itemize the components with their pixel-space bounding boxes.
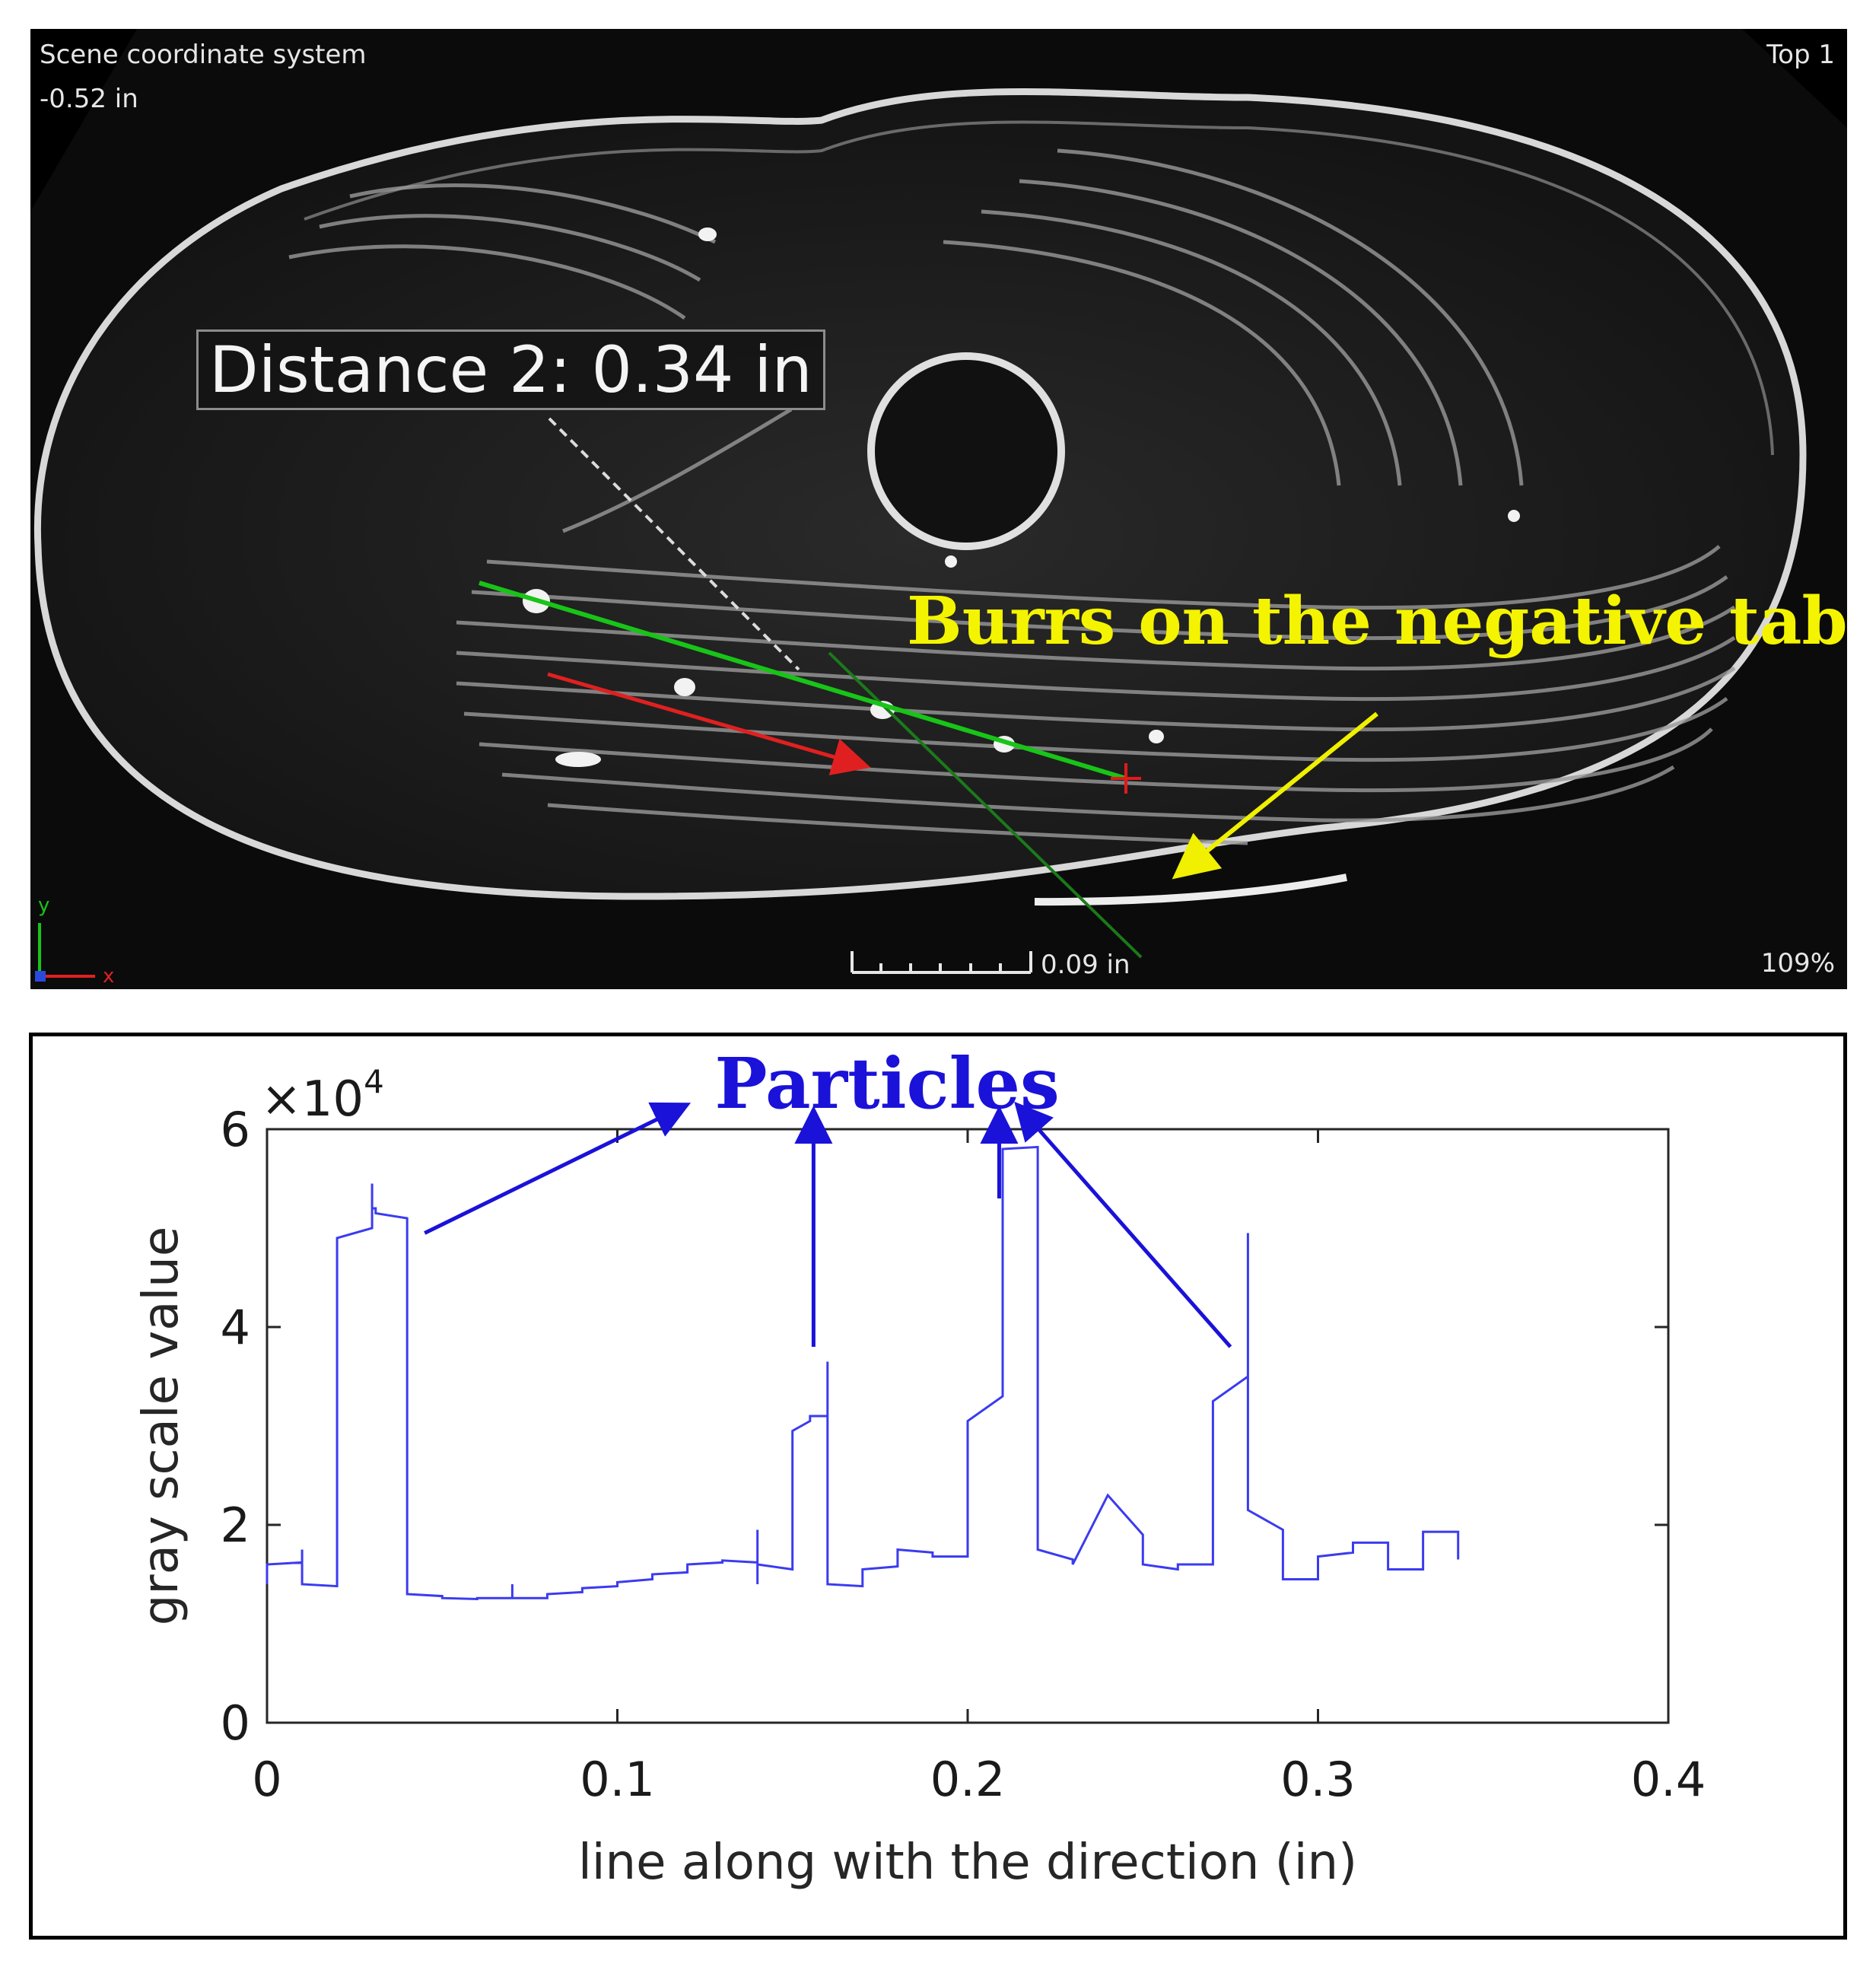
distance-leader-line <box>548 417 800 671</box>
zoom-level: 109% <box>1760 948 1835 979</box>
direction-arrow-red <box>547 672 871 775</box>
axis-x-label: x <box>103 965 114 988</box>
particles-annotation: Particles <box>714 1042 1060 1125</box>
y-tick-label: 4 <box>221 1300 250 1355</box>
x-tick-label: 0.4 <box>1631 1752 1706 1807</box>
burr-pointer-arrow <box>1172 711 1378 880</box>
x-tick-label: 0.2 <box>930 1752 1006 1807</box>
scene-coordinate-title: Scene coordinate system <box>40 40 367 70</box>
distance-measurement-label[interactable]: Distance 2: 0.34 in <box>196 329 825 411</box>
particle-arrow <box>424 1102 692 1235</box>
axis-triad: y x <box>35 894 114 988</box>
y-tick-label: 0 <box>221 1695 250 1751</box>
y-tick-label: 6 <box>221 1102 250 1157</box>
x-tick-label: 0 <box>252 1752 281 1807</box>
negative-tab-burr <box>1034 874 1347 906</box>
central-mandrel <box>867 352 1065 550</box>
burr-annotation: Burrs on the negative tab <box>907 583 1847 660</box>
ct-slice-image: y x <box>30 29 1847 988</box>
y-axis-label: gray scale value <box>133 1227 189 1625</box>
view-name: Top 1 <box>1766 40 1835 70</box>
x-axis-label: line along with the direction (in) <box>578 1835 1357 1891</box>
measure-end-marker[interactable] <box>1111 763 1141 794</box>
y-tick-label: 2 <box>221 1497 250 1553</box>
x-tick-label: 0.3 <box>1280 1752 1356 1807</box>
inner-casing-line <box>304 120 1774 456</box>
viewer-corner-top-left <box>30 29 137 212</box>
gray-scale-series-line <box>266 1145 1460 1601</box>
y-multiplier-base: ×10 <box>261 1071 364 1128</box>
gray-scale-profile-panel: 0 0.1 0.2 0.3 0.4 0 2 4 6 line along with the di… <box>29 1033 1847 1940</box>
viewer-corner-top-right <box>1742 29 1847 128</box>
electrode-layers <box>288 148 1736 845</box>
scale-bar <box>851 951 1032 974</box>
ct-viewer-panel[interactable]: y x Scene coordinate system -0.52 in Top… <box>30 29 1847 989</box>
scale-bar-label: 0.09 in <box>1041 950 1130 980</box>
y-multiplier-exponent: 4 <box>364 1063 384 1100</box>
axis-y-label: y <box>38 894 49 917</box>
particle-arrow <box>1014 1101 1232 1348</box>
gray-scale-chart: 0 0.1 0.2 0.3 0.4 0 2 4 6 line along with the di… <box>133 1042 1706 1891</box>
scene-coordinate-value: -0.52 in <box>40 84 138 114</box>
x-tick-label: 0.1 <box>580 1752 655 1807</box>
y-axis-multiplier: ×104 <box>261 1063 384 1128</box>
measure-line[interactable] <box>479 581 1127 781</box>
